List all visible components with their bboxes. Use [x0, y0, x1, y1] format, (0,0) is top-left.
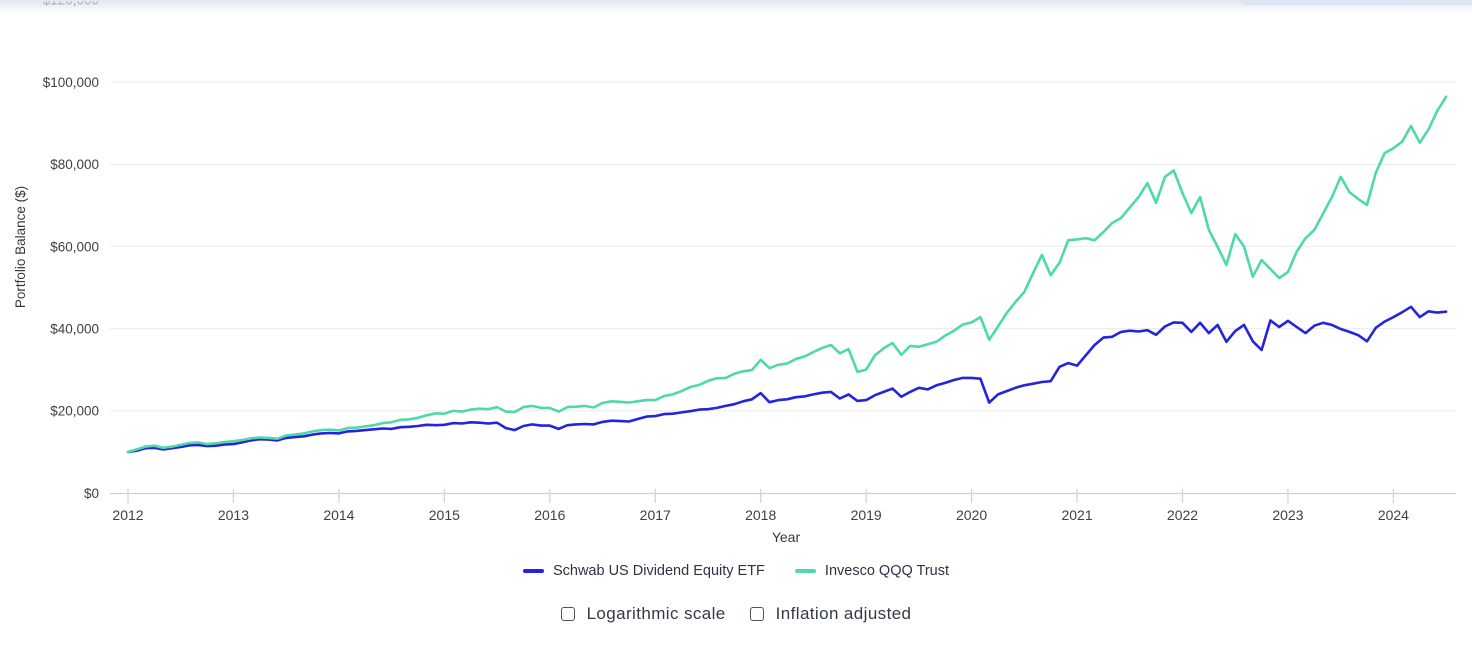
- x-tick-label: 2012: [112, 507, 143, 523]
- top-scrollbar-fragment: [1240, 0, 1472, 5]
- legend: Schwab US Dividend Equity ETF Invesco QQ…: [0, 563, 1472, 579]
- qqq-line-swatch: [794, 569, 816, 573]
- x-axis-title: Year: [772, 529, 801, 545]
- inflation-adjusted-checkbox[interactable]: [749, 607, 764, 621]
- x-tick-label: 2017: [640, 507, 671, 523]
- x-tick-label: 2014: [323, 507, 354, 523]
- series-lines: [126, 95, 1448, 454]
- x-tick-label: 2018: [745, 507, 776, 523]
- x-tick-label: 2016: [534, 507, 565, 523]
- x-tick-label: 2019: [851, 507, 882, 523]
- x-tick-label: 2013: [218, 507, 249, 523]
- x-tick-label: 2023: [1272, 507, 1303, 523]
- legend-label-schd: Schwab US Dividend Equity ETF: [552, 563, 765, 579]
- x-tick-label: 2024: [1378, 507, 1409, 523]
- legend-item-qqq[interactable]: Invesco QQQ Trust: [794, 563, 950, 579]
- y-tick-label: $100,000: [43, 75, 99, 90]
- logarithmic-scale-checkbox[interactable]: [560, 607, 575, 621]
- y-gridlines: [110, 81, 1456, 412]
- inflation-adjusted-control: Inflation adjusted: [749, 604, 912, 624]
- y-tick-label: $40,000: [50, 321, 99, 336]
- legend-label-qqq: Invesco QQQ Trust: [824, 563, 950, 579]
- y-tick-label: $120,000: [43, 0, 99, 8]
- y-tick-label: $80,000: [50, 157, 99, 172]
- y-tick-label: $0: [84, 486, 99, 501]
- portfolio-chart: $0 $20,000 $40,000 $60,000 $80,000 $100,000 $1…: [13, 0, 1456, 545]
- inflation-adjusted-label: Inflation adjusted: [775, 604, 912, 623]
- x-axis: [110, 489, 1456, 503]
- y-tick-label: $20,000: [50, 404, 99, 419]
- schd-line: [126, 305, 1448, 454]
- x-tick-labels: 2012 2013 2014 2015 2016 2017 2018 2019 2020 2021…: [112, 507, 1409, 523]
- logarithmic-scale-control: Logarithmic scale: [560, 604, 726, 624]
- x-tick-label: 2015: [429, 507, 460, 523]
- x-tick-label: 2021: [1061, 507, 1092, 523]
- logarithmic-scale-label: Logarithmic scale: [586, 604, 726, 623]
- y-axis-title: Portfolio Balance ($): [13, 186, 28, 308]
- y-tick-label: $60,000: [50, 239, 99, 254]
- x-tick-label: 2022: [1167, 507, 1198, 523]
- x-tick-label: 2020: [956, 507, 987, 523]
- schd-line-swatch: [522, 569, 544, 573]
- legend-item-schd[interactable]: Schwab US Dividend Equity ETF: [522, 563, 765, 579]
- y-tick-labels: $0 $20,000 $40,000 $60,000 $80,000 $100,000 $1…: [43, 0, 99, 501]
- qqq-line: [126, 95, 1448, 454]
- chart-controls: Logarithmic scale Inflation adjusted: [0, 604, 1472, 624]
